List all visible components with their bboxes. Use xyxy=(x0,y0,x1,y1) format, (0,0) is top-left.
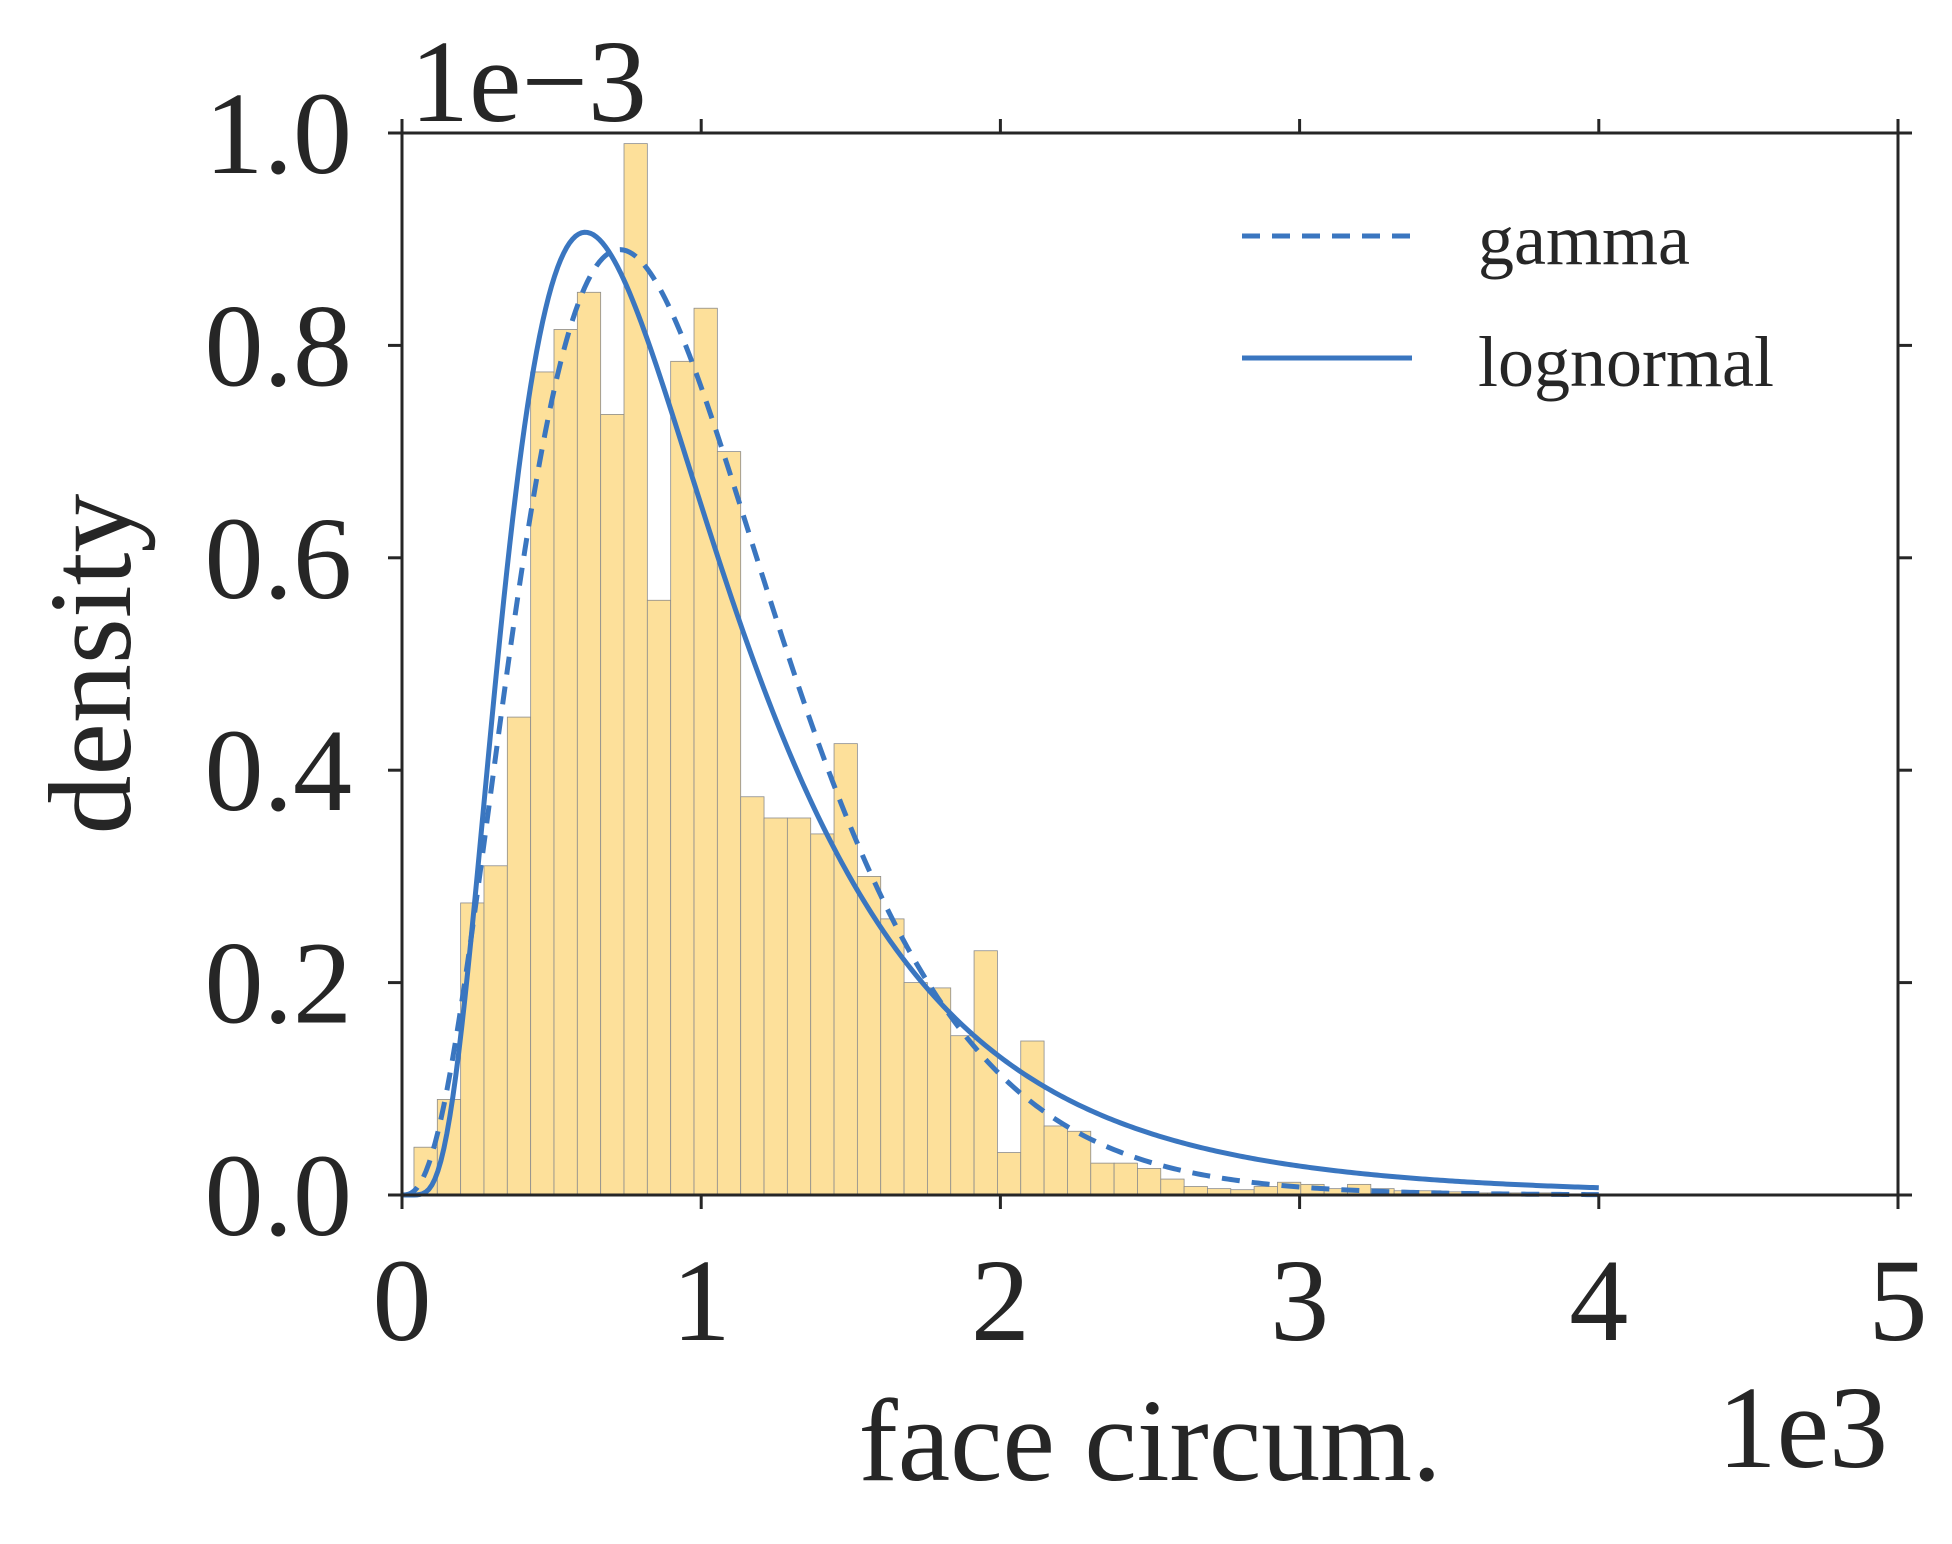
x-axis-label: face circum. xyxy=(858,1375,1441,1506)
plot-frame xyxy=(400,131,1900,1197)
y-tick-label: 0.0 xyxy=(205,1130,353,1261)
x-multiplier: 1e3 xyxy=(1718,1362,1888,1493)
histogram-bar xyxy=(483,865,508,1196)
lognormal-fit-line xyxy=(402,229,1599,1198)
histogram-bar xyxy=(786,817,812,1196)
y-tick-labels: 0.0 0.2 0.4 0.6 0.8 1.0 xyxy=(205,68,353,1261)
y-tick-label: 1.0 xyxy=(205,68,353,199)
y-multiplier: 1e−3 xyxy=(410,16,647,147)
histogram-bar xyxy=(880,918,905,1196)
axis-ticks xyxy=(388,119,1912,1209)
histogram-bar xyxy=(1113,1162,1138,1196)
histogram-bar xyxy=(973,950,998,1196)
legend-gamma-label: gamma xyxy=(1478,200,1690,280)
legend: gamma lognormal xyxy=(1242,200,1774,402)
y-tick-label: 0.6 xyxy=(205,493,353,624)
histogram-bar xyxy=(576,291,602,1196)
histogram-bar xyxy=(600,414,625,1196)
histogram-bars xyxy=(413,143,1605,1196)
histogram-bar xyxy=(1020,1040,1045,1196)
histogram-bar xyxy=(670,360,695,1196)
histogram-bar xyxy=(1090,1162,1115,1196)
x-tick-label: 5 xyxy=(1869,1235,1928,1366)
x-tick-labels: 0 1 2 3 4 5 xyxy=(373,1235,1928,1366)
x-tick-label: 4 xyxy=(1569,1235,1628,1366)
y-axis-label: density xyxy=(25,494,156,835)
histogram-bar xyxy=(646,599,672,1196)
y-tick-label: 0.4 xyxy=(205,705,353,836)
x-tick-label: 1 xyxy=(672,1235,731,1366)
histogram-bar xyxy=(950,1035,975,1196)
histogram-bar xyxy=(926,987,952,1196)
histogram-bar xyxy=(1067,1130,1092,1196)
y-tick-label: 0.2 xyxy=(205,918,353,1049)
x-tick-label: 3 xyxy=(1270,1235,1329,1366)
x-tick-label: 2 xyxy=(971,1235,1030,1366)
histogram-bar xyxy=(810,833,835,1196)
x-tick-label: 0 xyxy=(373,1235,432,1366)
gamma-fit-line xyxy=(401,247,1599,1198)
histogram-bar xyxy=(763,817,788,1196)
histogram-bar xyxy=(903,982,928,1196)
histogram-bar xyxy=(1137,1168,1162,1196)
histogram-bar xyxy=(1160,1178,1185,1196)
fit-curves xyxy=(401,229,1599,1198)
histogram-bar xyxy=(506,716,532,1196)
histogram-bar xyxy=(553,329,578,1196)
legend-lognormal-label: lognormal xyxy=(1478,322,1774,402)
histogram-bar xyxy=(693,307,718,1196)
y-tick-label: 0.8 xyxy=(205,280,353,411)
histogram-bar xyxy=(740,796,765,1196)
histogram-bar xyxy=(1043,1125,1068,1196)
histogram-bar xyxy=(997,1152,1022,1196)
